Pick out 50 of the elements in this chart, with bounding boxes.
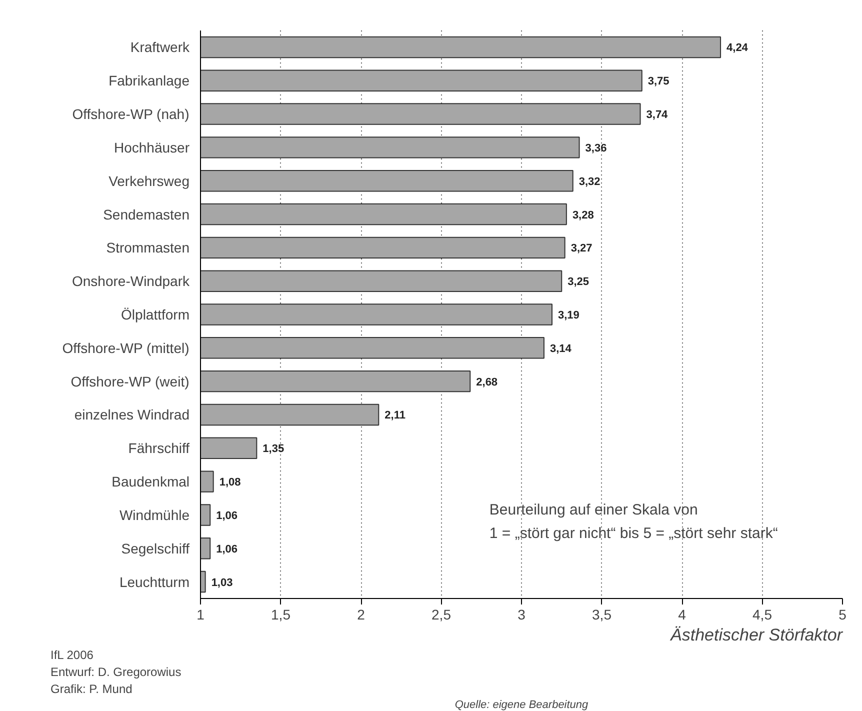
x-tick-label: 5 (838, 606, 847, 622)
data-label: 3,28 (572, 209, 594, 222)
y-tick-label: Hochhäuser (114, 139, 190, 156)
data-label: 4,24 (726, 42, 749, 54)
y-tick-label: Fabrikanlage (108, 72, 190, 89)
data-label: 1,08 (219, 476, 241, 489)
annotation: Beurteilung auf einer Skala von (489, 501, 698, 518)
data-label: 2,68 (476, 376, 498, 388)
source-note: Quelle: eigene Bearbeitung (454, 699, 590, 711)
data-label: 3,19 (558, 310, 580, 322)
y-tick-label: Strommasten (106, 240, 190, 256)
y-tick-label: Baudenkmal (112, 474, 190, 490)
y-tick-label: Leuchtturm (119, 574, 190, 590)
y-tick-label: Onshore-Windpark (72, 273, 190, 290)
x-tick-label: 4,5 (752, 606, 772, 622)
text: Grafik: P. Mund (50, 682, 132, 696)
data-label: 1,03 (211, 576, 233, 589)
x-tick-label: 2,5 (432, 606, 452, 622)
y-tick-label: Offshore-WP (nah) (72, 106, 190, 122)
y-tick-label: Kraftwerk (130, 39, 190, 56)
data-label: 3,74 (646, 109, 669, 122)
y-tick-label: Verkehrsweg (108, 172, 190, 189)
y-tick-label: Sendemasten (103, 206, 190, 222)
y-tick-label: Offshore-WP (weit) (70, 373, 190, 390)
y-tick-label: Windmühle (119, 506, 190, 523)
y-tick-label: Ölplattform (121, 306, 190, 322)
data-label: 1,06 (216, 543, 238, 556)
x-tick-label: 1,5 (271, 606, 291, 622)
data-label: 2,11 (384, 410, 406, 422)
x-tick-label: 3 (518, 606, 526, 622)
text: Entwurf: D. Gregorowius (50, 665, 182, 679)
x-axis-title: Ästhetischer Störfaktor (670, 626, 844, 644)
x-tick-label: 3,5 (592, 606, 612, 622)
y-tick-label: Fährschiff (128, 440, 190, 456)
y-tick-label: Segelschiff (121, 540, 190, 556)
data-label: 1,06 (216, 510, 238, 522)
data-label: 3,36 (585, 142, 607, 154)
text: IfL 2006 (50, 648, 94, 662)
annotation: 1 = „stört gar nicht“ bis 5 = „stört sehr stark“ (489, 524, 778, 542)
data-label: 3,25 (568, 276, 590, 288)
data-label: 1,35 (262, 443, 284, 456)
data-label: 3,75 (648, 76, 670, 88)
x-tick-label: 4 (678, 606, 686, 622)
y-tick-label: einzelnes Windrad (74, 406, 190, 423)
y-tick-label: Offshore-WP (mittel) (62, 340, 190, 356)
data-label: 3,14 (550, 342, 572, 355)
data-label: 3,32 (578, 176, 600, 188)
data-label: 3,27 (570, 242, 592, 255)
x-tick-label: 2 (357, 606, 366, 622)
x-tick-label: 1 (196, 606, 205, 622)
